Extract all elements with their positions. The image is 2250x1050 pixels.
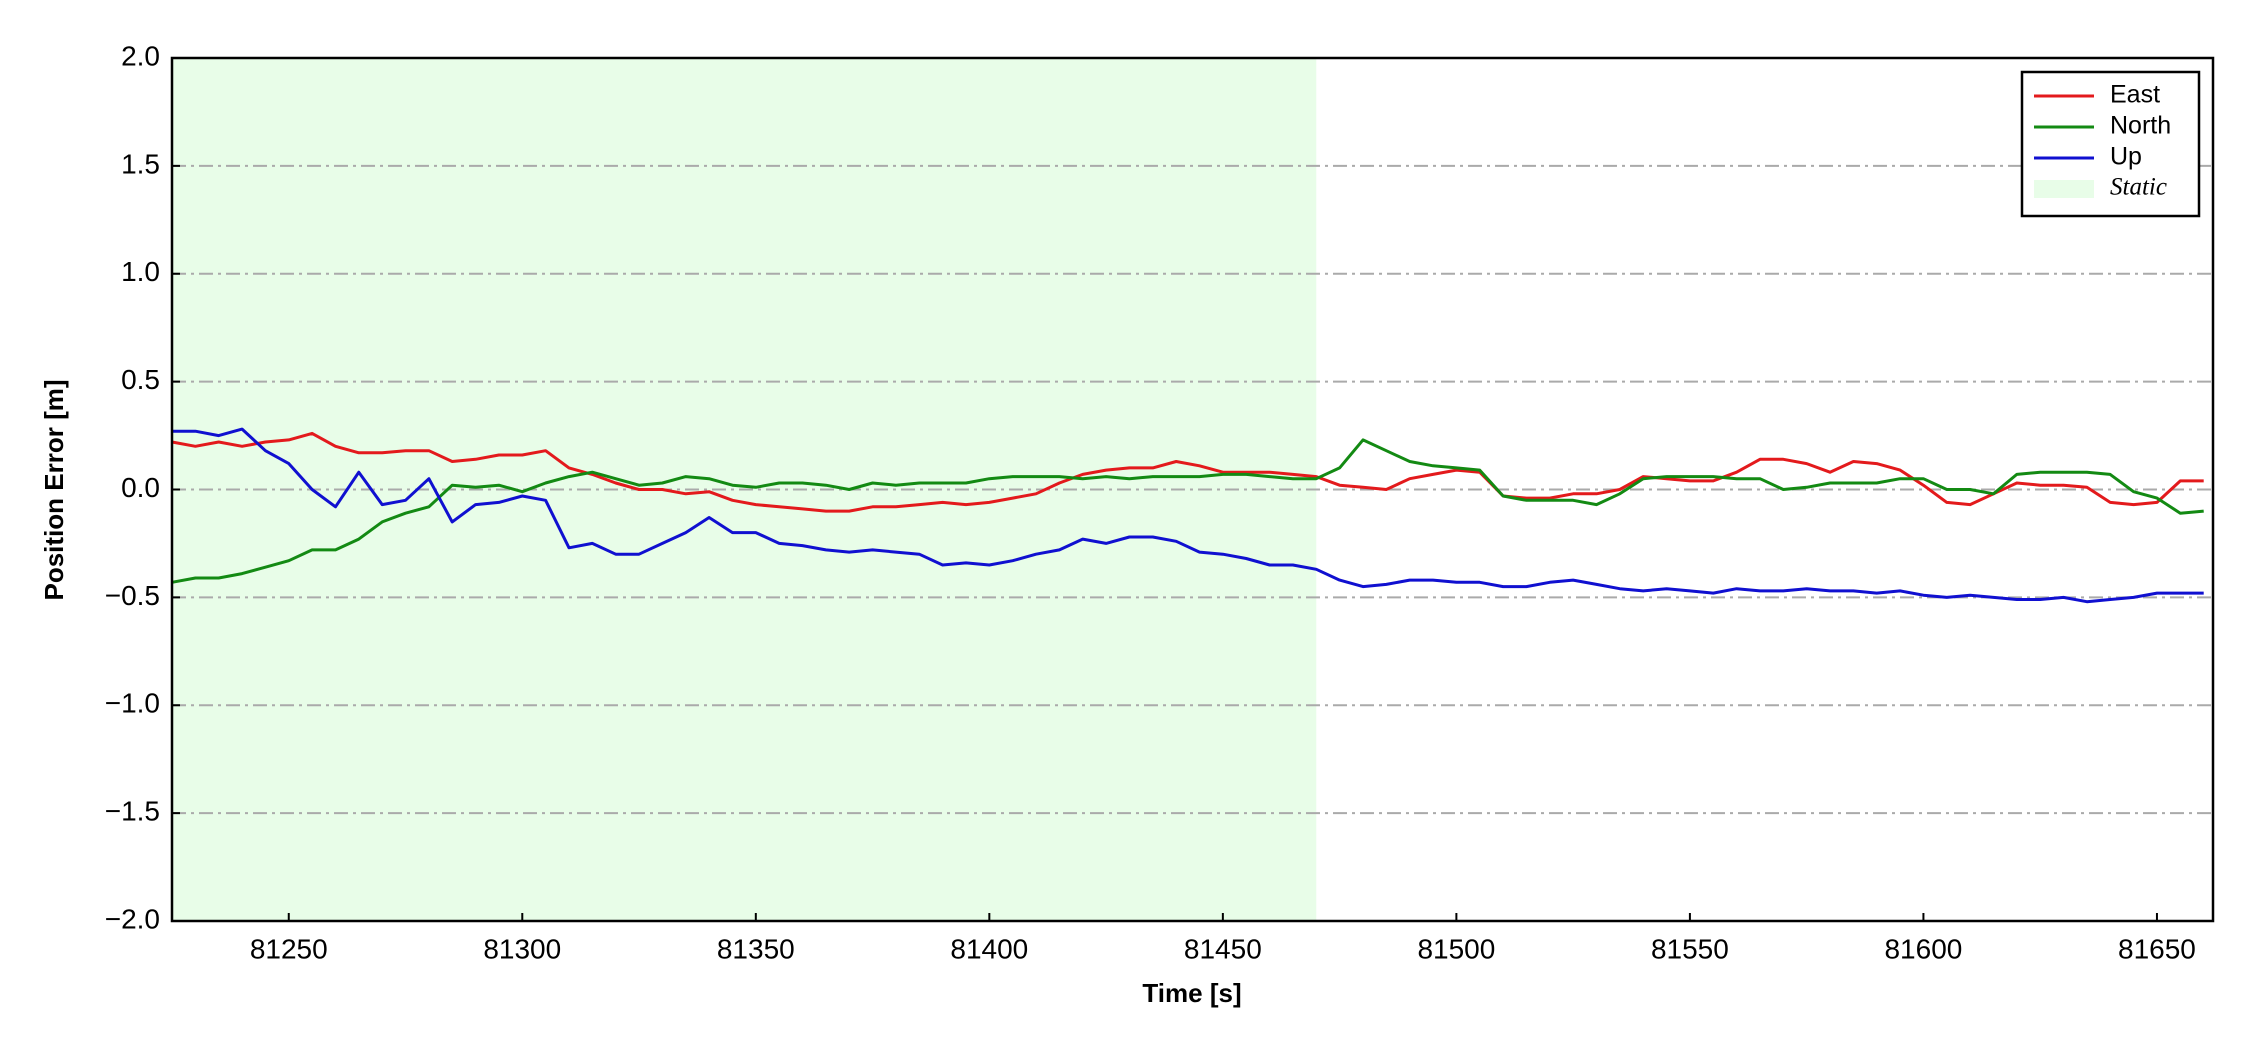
series-line (172, 427, 2204, 604)
x-tick-label: 81600 (1884, 933, 1962, 964)
series-line (171, 431, 2204, 513)
y-tick-label: 1.5 (121, 148, 160, 179)
y-tick-label: −1.5 (105, 796, 160, 827)
legend-label: North (2110, 112, 2171, 140)
plot-frame (170, 56, 2215, 923)
y-tick-label: −1.0 (105, 688, 160, 719)
legend-label: East (2110, 81, 2160, 109)
x-tick-label: 81650 (2118, 933, 2196, 964)
y-tick-label: 1.0 (121, 256, 160, 287)
x-tick-label: 81250 (250, 933, 328, 964)
x-tick-label: 81300 (483, 933, 561, 964)
y-tick-label: 2.0 (121, 40, 160, 71)
x-tick-label: 81550 (1651, 933, 1729, 964)
y-tick-label: 0.0 (121, 472, 160, 503)
legend-swatch (2034, 180, 2094, 198)
y-axis-label: Position Error [m] (39, 379, 69, 600)
legend-label: Static (2110, 174, 2167, 201)
x-axis-label: Time [s] (1142, 978, 1241, 1008)
x-tick-label: 81400 (950, 933, 1028, 964)
legend-label: Up (2110, 143, 2142, 171)
y-tick-label: −2.0 (105, 903, 160, 934)
y-tick-label: −0.5 (105, 580, 160, 611)
x-tick-label: 81450 (1184, 933, 1262, 964)
x-tick-label: 81500 (1417, 933, 1495, 964)
y-tick-label: 0.5 (121, 364, 160, 395)
series-line (171, 438, 2204, 584)
x-tick-label: 81350 (717, 933, 795, 964)
